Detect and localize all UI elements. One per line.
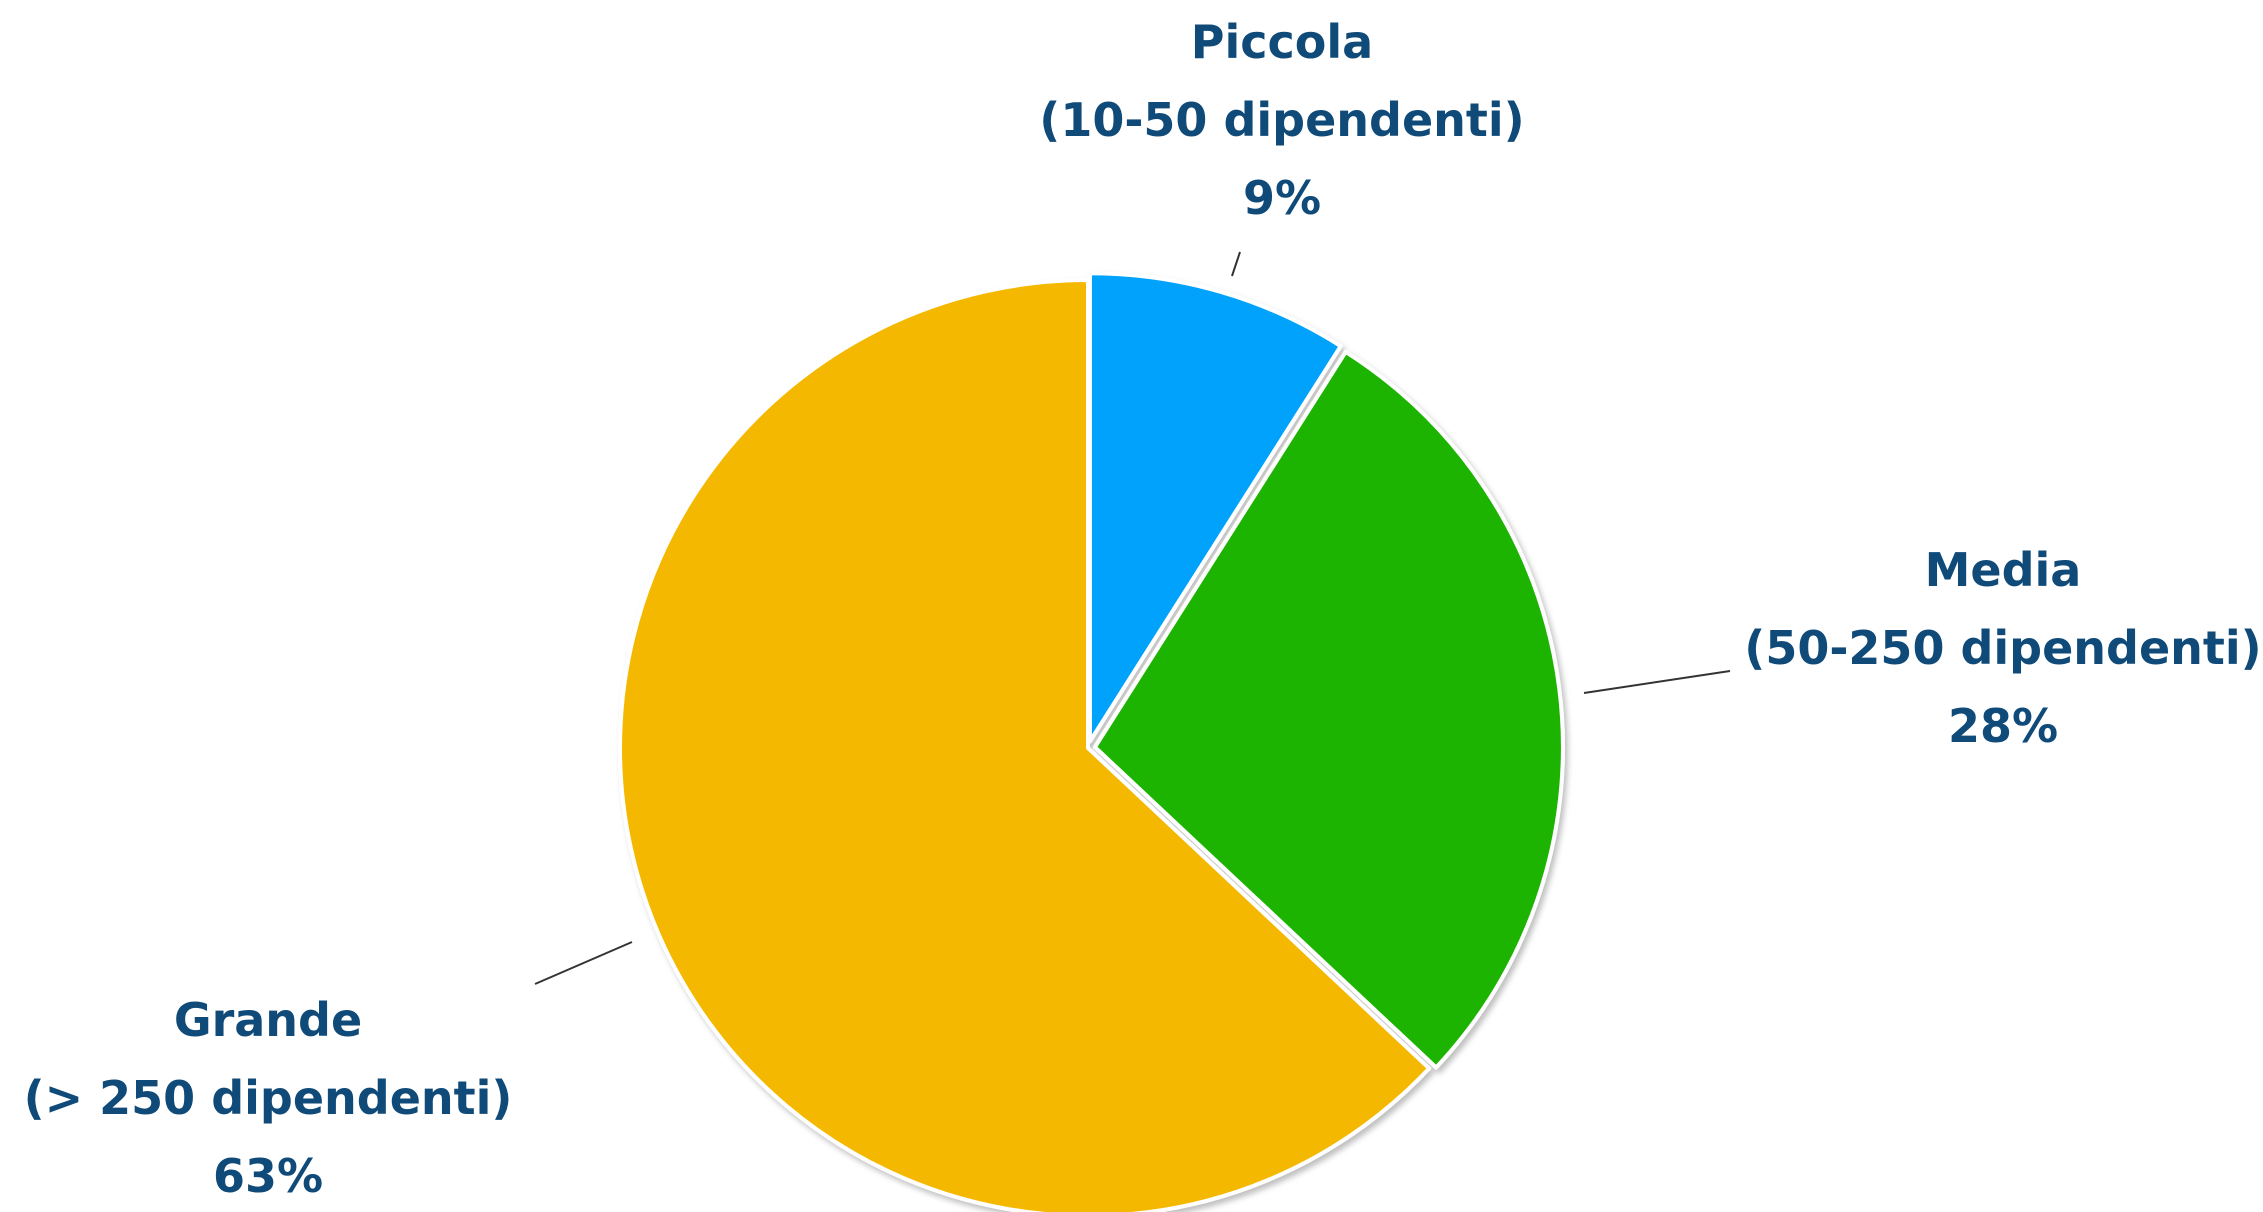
pie-slice-grande bbox=[618, 278, 1432, 1212]
slice-label-piccola-percent: 9% bbox=[1243, 171, 1321, 225]
leader-lines bbox=[534, 251, 1731, 985]
slice-label-piccola: Piccola (10-50 dipendenti) 9% bbox=[1039, 15, 1524, 225]
slice-label-media: Media (50-250 dipendenti) 28% bbox=[1744, 543, 2261, 753]
pie-slice-media bbox=[1092, 349, 1565, 1070]
slice-label-piccola-range: (10-50 dipendenti) bbox=[1039, 93, 1524, 147]
leader-line-media bbox=[1583, 670, 1731, 694]
slice-label-media-name: Media bbox=[1925, 543, 2082, 597]
slice-label-grande-percent: 63% bbox=[213, 1149, 323, 1203]
slice-label-media-percent: 28% bbox=[1948, 699, 2058, 753]
slice-label-media-range: (50-250 dipendenti) bbox=[1744, 621, 2261, 675]
pie-slice-piccola bbox=[1087, 271, 1343, 744]
slice-label-grande-range: (> 250 dipendenti) bbox=[24, 1071, 513, 1125]
leader-line-piccola bbox=[1231, 251, 1241, 277]
slice-label-grande-name: Grande bbox=[174, 993, 362, 1047]
leader-line-grande bbox=[534, 941, 633, 985]
pie-slices bbox=[618, 271, 1565, 1212]
slice-label-grande: Grande (> 250 dipendenti) 63% bbox=[24, 993, 513, 1203]
slice-label-piccola-name: Piccola bbox=[1191, 15, 1373, 69]
